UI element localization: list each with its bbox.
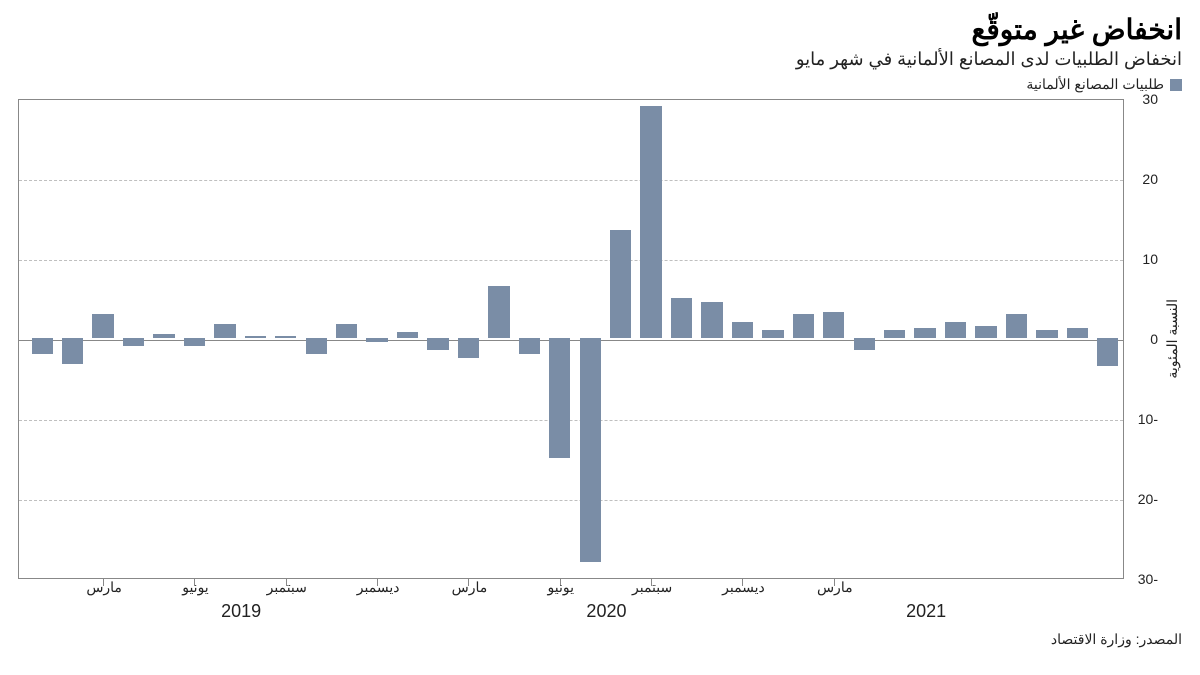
bar [366,338,387,342]
bar [914,328,935,338]
bar [610,230,631,338]
bar [62,338,83,364]
bar [214,324,235,338]
bar [975,326,996,338]
bar [671,298,692,338]
bar [336,324,357,338]
legend: طلبيات المصانع الألمانية [18,76,1182,93]
x-year-label: 2020 [586,601,626,622]
x-year-label: 2021 [906,601,946,622]
bar [732,322,753,338]
bar [823,312,844,338]
chart-subtitle: انخفاض الطلبيات لدى المصانع الألمانية في… [18,49,1182,70]
y-tick-label: 10 [1142,251,1158,267]
bar [884,330,905,338]
gridline [19,180,1123,181]
y-axis-title: النسبة المئوية [1162,299,1182,379]
y-tick-label: 10- [1138,411,1158,427]
bar [153,334,174,338]
bar [427,338,448,350]
y-axis-ticks: 302010010-20-30- [1124,99,1162,579]
bar [762,330,783,338]
bar [1067,328,1088,338]
bar [854,338,875,350]
bar [701,302,722,338]
x-axis-year-labels: 2019 2020 2021 [28,601,1124,625]
x-tick-label: يونيو [548,579,574,596]
x-tick-label: سبتمبر [632,579,672,596]
bar [580,338,601,562]
bar [397,332,418,338]
gridline [19,420,1123,421]
x-axis-month-ticks: مارس يونيو سبتمبر ديسمبر مارس يونيو سبتمبر ديسم… [28,579,1124,601]
bar [92,314,113,338]
bar [32,338,53,354]
gridline [19,500,1123,501]
chart-source: المصدر: وزارة الاقتصاد [18,631,1182,648]
gridline [19,260,1123,261]
bar [1036,330,1057,338]
x-tick-label: مارس [452,579,488,596]
bar [458,338,479,358]
bar [245,336,266,338]
bar [549,338,570,458]
bar [275,336,296,338]
bar [1097,338,1118,366]
plot-area [18,99,1124,579]
bar [945,322,966,338]
y-tick-label: 20- [1138,491,1158,507]
bar [793,314,814,338]
x-tick-label: سبتمبر [267,579,307,596]
chart-title: انخفاض غير متوقّع [18,12,1182,47]
bar [1006,314,1027,338]
bar [488,286,509,338]
x-tick-label: ديسمبر [722,579,765,596]
bar [640,106,661,338]
x-year-label: 2019 [221,601,261,622]
y-tick-label: 20 [1142,171,1158,187]
bar [123,338,144,346]
x-tick-label: ديسمبر [357,579,400,596]
bar [306,338,327,354]
x-tick-label: يونيو [182,579,208,596]
x-tick-label: مارس [86,579,122,596]
bar [519,338,540,354]
x-tick-label: مارس [817,579,853,596]
y-tick-label: 30- [1138,571,1158,587]
bar [184,338,205,346]
chart-container: انخفاض غير متوقّع انخفاض الطلبيات لدى ال… [0,0,1200,675]
y-tick-label: 30 [1142,91,1158,107]
chart-outer: النسبة المئوية 302010010-20-30- [18,99,1182,579]
legend-swatch [1170,79,1182,91]
y-tick-label: 0 [1150,331,1158,347]
